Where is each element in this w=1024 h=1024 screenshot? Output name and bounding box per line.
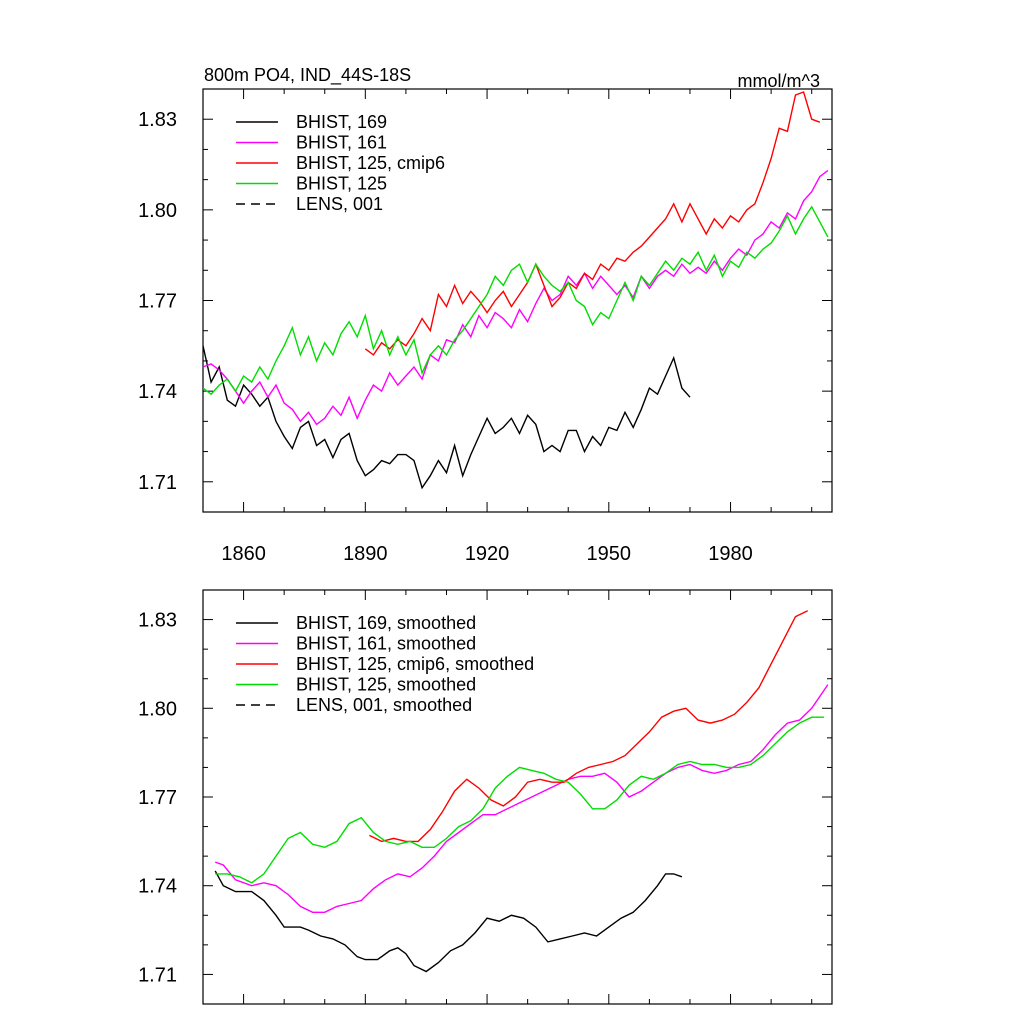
series-line-bhist-125-smoothed: [215, 716, 824, 884]
y-tick-label: 1.77: [138, 787, 177, 809]
y-tick-label: 1.74: [138, 381, 177, 403]
x-tick-label: 1980: [708, 543, 753, 565]
x-tick-label: 1950: [587, 543, 632, 565]
bottom-panel: 1.71 1.74 1.77 1.80 1.83 BHIST, 169, smoothed…: [138, 589, 833, 1005]
top-panel: 1860 1890 1920 1950 1980 1.71 1.74 1.77 1.80 1.83…: [138, 65, 833, 565]
legend-label: BHIST, 125: [296, 174, 387, 194]
legend-label: BHIST, 161: [296, 133, 387, 153]
legend-label: BHIST, 125, cmip6, smoothed: [296, 654, 534, 674]
series-line-bhist-161: [203, 170, 829, 426]
y-tick-label: 1.80: [138, 200, 177, 222]
legend-label: BHIST, 125, cmip6: [296, 153, 445, 173]
chart-title: 800m PO4, IND_44S-18S: [204, 65, 411, 86]
legend-label: BHIST, 169, smoothed: [296, 613, 476, 633]
y-tick-label: 1.71: [138, 964, 177, 986]
x-tick-label: 1890: [343, 543, 388, 565]
x-tick-label: 1920: [465, 543, 510, 565]
y-tick-label: 1.80: [138, 698, 177, 720]
units-label: mmol/m^3: [738, 71, 820, 91]
series-line-bhist-125-cmip6: [364, 91, 821, 356]
y-tick-label: 1.77: [138, 291, 177, 313]
legend-label: LENS, 001, smoothed: [296, 695, 472, 715]
series-line-bhist-125-cmip6-smoothed: [369, 610, 809, 843]
x-tick-label: 1860: [221, 543, 266, 565]
legend-label: BHIST, 161, smoothed: [296, 634, 476, 654]
y-tick-label: 1.83: [138, 109, 177, 131]
y-tick-label: 1.74: [138, 876, 177, 898]
series-line-bhist-125: [203, 205, 829, 396]
legend-label: LENS, 001: [296, 194, 383, 214]
legend-label: BHIST, 125, smoothed: [296, 675, 476, 695]
legend-label: BHIST, 169: [296, 112, 387, 132]
y-tick-label: 1.83: [138, 610, 177, 632]
series-line-bhist-169-smoothed: [214, 870, 683, 973]
series-line-bhist-161-smoothed: [214, 684, 829, 913]
y-tick-label: 1.71: [138, 472, 177, 494]
series-line-bhist-169: [203, 345, 691, 490]
